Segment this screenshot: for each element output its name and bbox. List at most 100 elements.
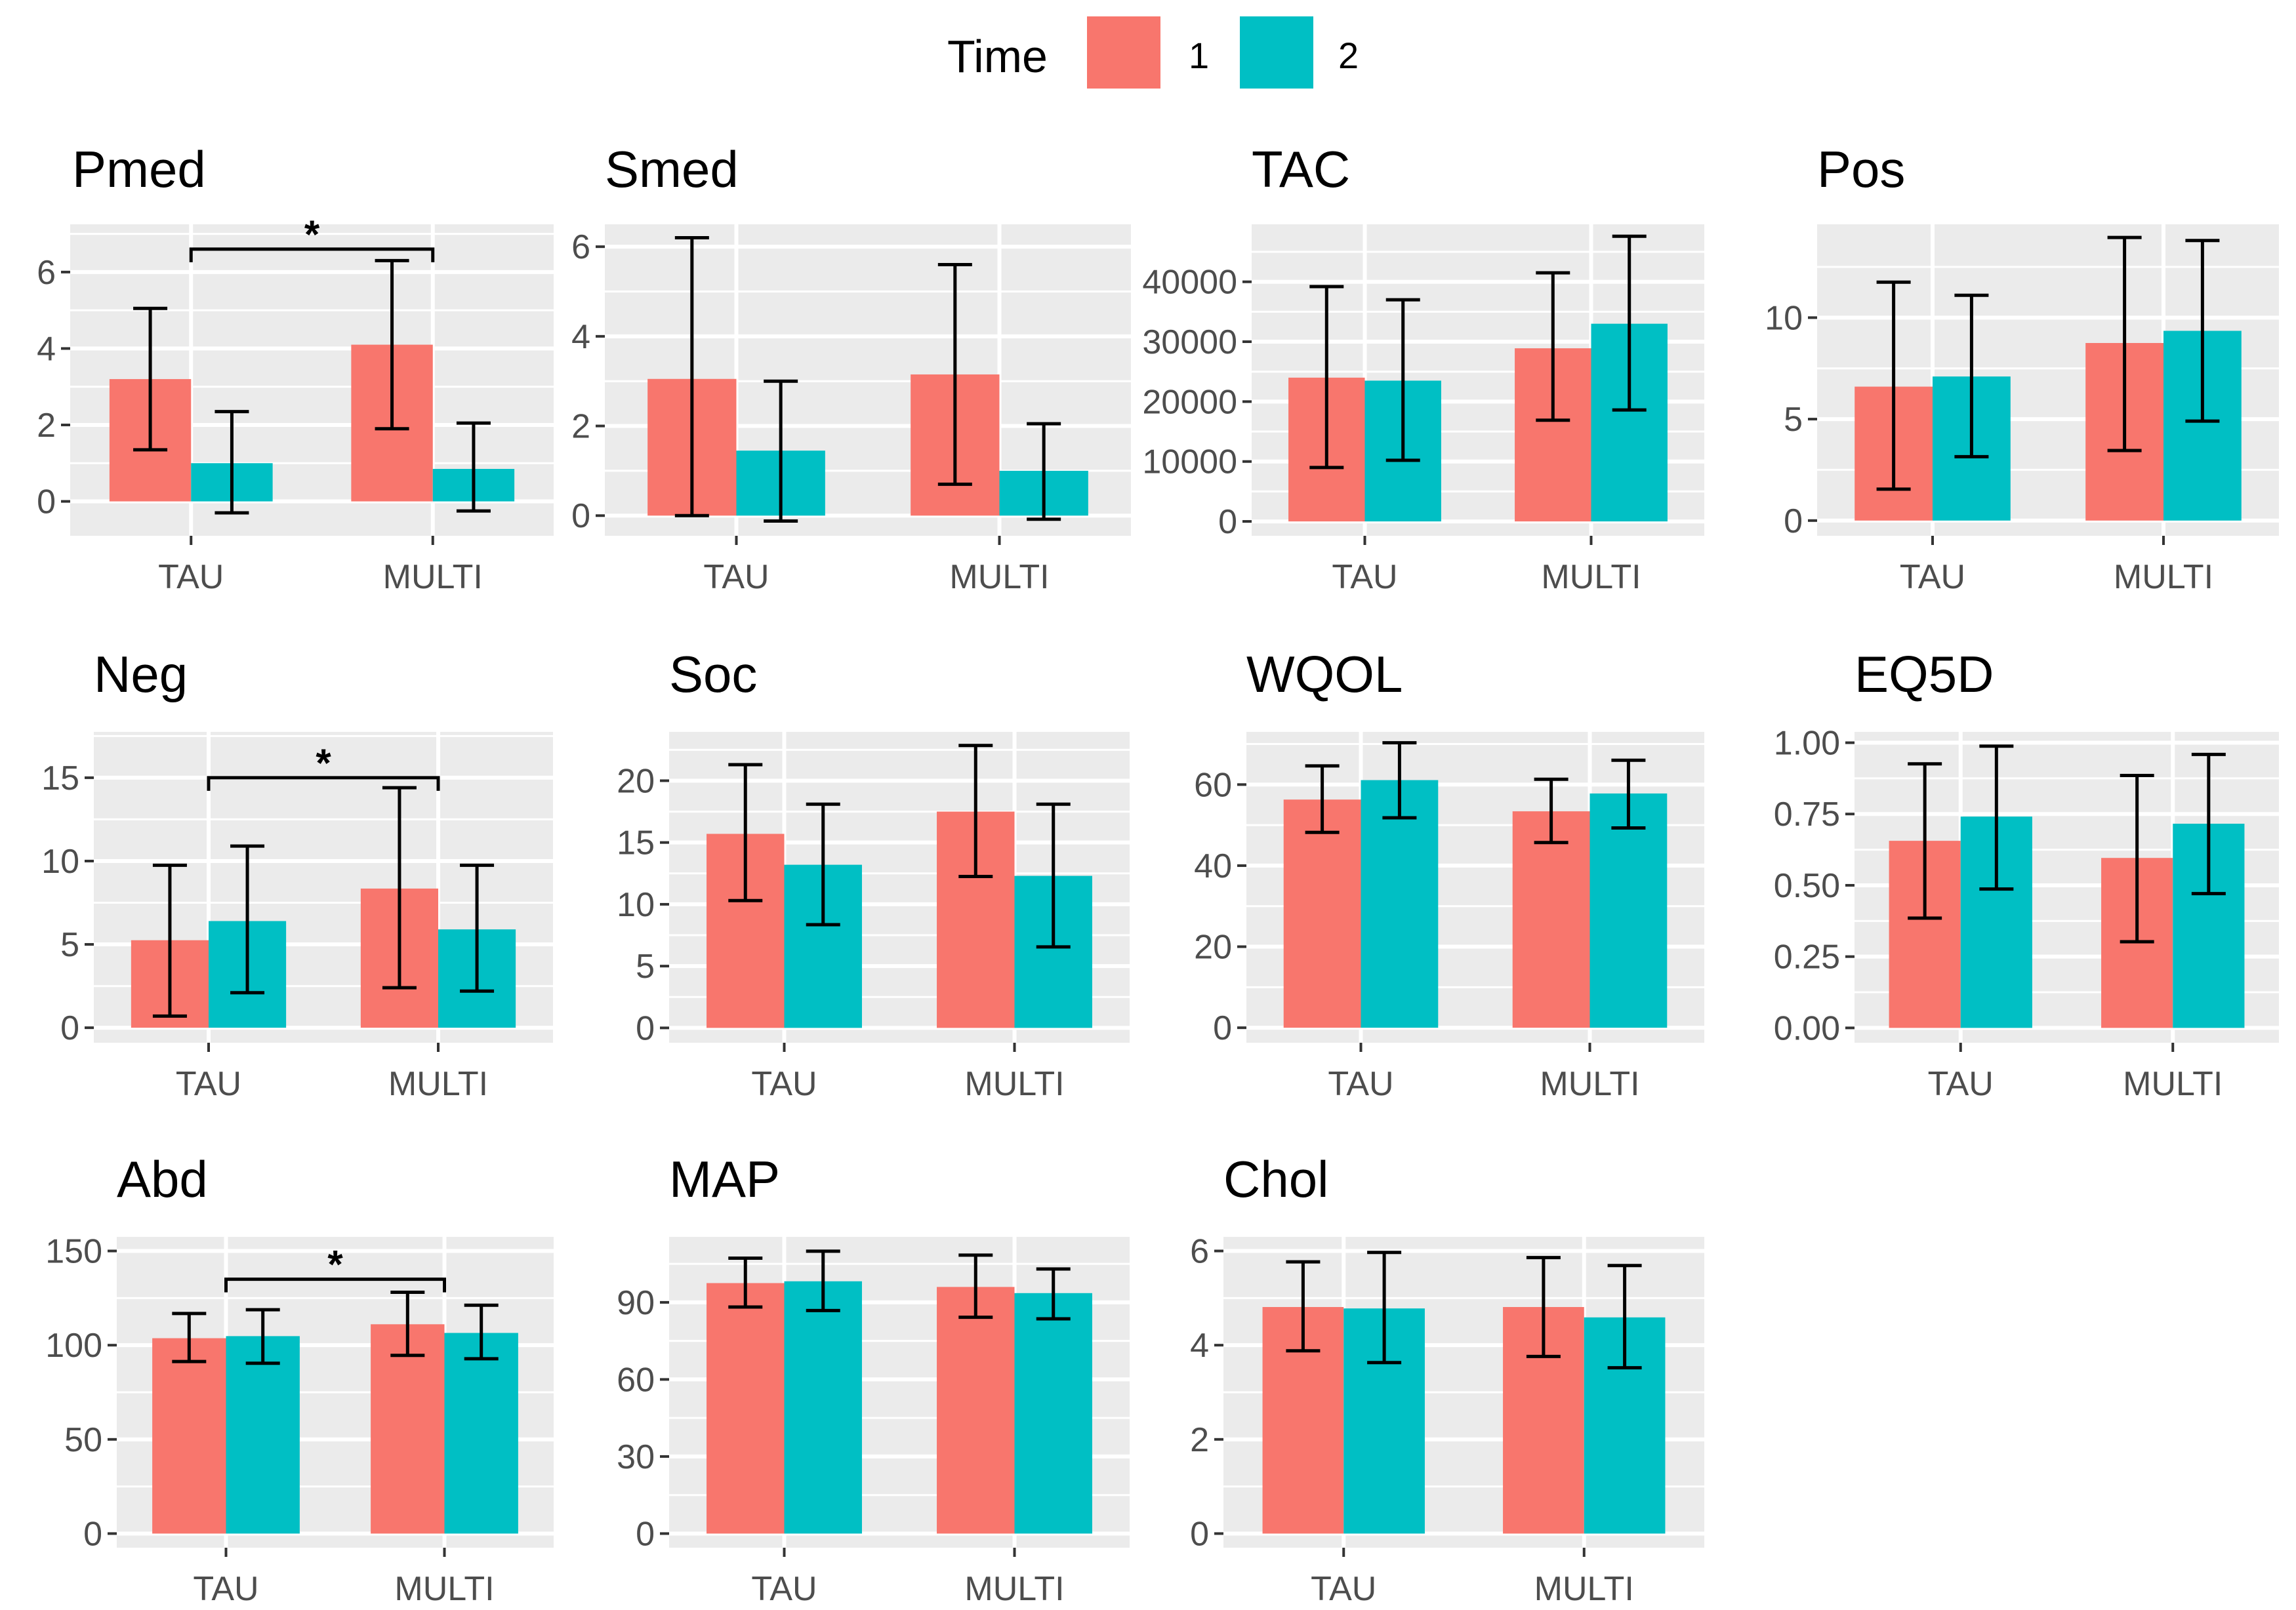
- y-tick-label: 60: [1194, 766, 1232, 804]
- panel-pmed: Pmed 0 2 4 6 TAU MULTI *: [37, 140, 554, 596]
- error-bar-tau-time-1: [1876, 280, 1911, 491]
- error-bar-tau-time-2: [806, 802, 840, 927]
- error-bar-tau-time-1: [1305, 764, 1340, 834]
- y-tick-label: 0.75: [1774, 795, 1840, 834]
- panel-title: Chol: [1223, 1150, 1328, 1208]
- y-tick-label: 15: [617, 824, 655, 862]
- bracket-line: [207, 776, 440, 791]
- error-bar-multi-time-2: [456, 421, 491, 513]
- legend: Time 1 2: [947, 16, 1359, 89]
- legend-swatch-time-2: [1240, 16, 1313, 89]
- error-bar-multi-time-2: [1607, 1264, 1642, 1370]
- y-tick-label: 0.50: [1774, 867, 1840, 905]
- bar-multi-time-2: [444, 1333, 518, 1534]
- bar-multi-time-2: [1589, 793, 1668, 1028]
- error-bar-tau-time-1: [728, 1257, 763, 1309]
- y-tick-label: 40000: [1142, 264, 1237, 302]
- y-tick-label: 4: [571, 318, 590, 356]
- error-bar-multi-time-1: [375, 258, 409, 431]
- legend-title: Time: [947, 31, 1048, 82]
- error-bar-multi-time-1: [958, 1253, 993, 1319]
- error-bar-multi-time-2: [464, 1303, 499, 1361]
- x-tick-label: MULTI: [2114, 558, 2213, 596]
- y-tick-label: 10: [617, 886, 655, 924]
- error-bar-multi-time-1: [958, 744, 993, 879]
- legend-label-time-2: 2: [1338, 35, 1359, 76]
- error-bar-multi-time-1: [1536, 271, 1570, 422]
- panel-eq5d: EQ5D 0.00 0.25 0.50 0.75 1.00 TAU MULTI: [1774, 645, 2279, 1103]
- y-tick-label: 1.00: [1774, 725, 1840, 763]
- panel-title: Smed: [605, 140, 739, 198]
- bar-tau-time-1: [152, 1338, 226, 1534]
- bar-tau-time-2: [1361, 780, 1439, 1028]
- x-tick-label: TAU: [158, 558, 224, 596]
- y-tick-label: 20000: [1142, 383, 1237, 421]
- panel-neg: Neg 0 5 10 15 TAU MULTI *: [41, 645, 553, 1103]
- bar-multi-time-2: [1014, 1293, 1092, 1534]
- y-tick-label: 6: [571, 228, 590, 266]
- y-tick-label: 20: [617, 762, 655, 800]
- legend-swatch-time-1: [1087, 16, 1160, 89]
- error-bar-tau-time-2: [215, 410, 249, 515]
- error-bar-tau-time-2: [764, 379, 798, 523]
- error-bar-multi-time-2: [1612, 234, 1647, 412]
- error-bar-tau-time-1: [674, 236, 709, 517]
- error-bar-multi-time-1: [382, 786, 417, 990]
- significance-star: *: [316, 741, 331, 785]
- panel-chol: Chol 0 2 4 6 TAU MULTI: [1190, 1150, 1704, 1608]
- error-bar-tau-time-2: [230, 844, 265, 995]
- bar-multi-time-1: [937, 1287, 1015, 1534]
- y-tick-label: 0: [571, 497, 590, 535]
- x-tick-label: MULTI: [1540, 1065, 1639, 1103]
- x-tick-label: MULTI: [383, 558, 483, 596]
- significance-bracket: *: [224, 1243, 446, 1293]
- y-tick-label: 10000: [1142, 443, 1237, 481]
- panel-title: Abd: [117, 1150, 208, 1208]
- y-tick-label: 5: [1784, 401, 1803, 439]
- bracket-line: [224, 1278, 446, 1293]
- panel-smed: Smed 0 2 4 6 TAU MULTI: [571, 140, 1131, 596]
- bar-multi-time-1: [1512, 811, 1590, 1028]
- error-bar-multi-time-2: [1027, 422, 1061, 521]
- error-bar-tau-time-2: [1979, 744, 2014, 891]
- x-tick-label: TAU: [1311, 1570, 1376, 1608]
- panel-title: TAC: [1252, 140, 1350, 198]
- y-tick-label: 0: [1784, 502, 1803, 540]
- x-tick-label: MULTI: [394, 1570, 494, 1608]
- significance-bracket: *: [207, 741, 440, 791]
- y-tick-label: 90: [617, 1284, 655, 1322]
- x-tick-label: TAU: [751, 1570, 817, 1608]
- bar-tau-time-1: [707, 1283, 785, 1534]
- error-bar-tau-time-1: [1309, 285, 1344, 470]
- panel-title: Neg: [94, 645, 188, 703]
- panel-wqol: WQOL 0 20 40 60 TAU MULTI: [1194, 645, 1704, 1103]
- panel-soc: Soc 0 5 10 15 20 TAU MULTI: [617, 645, 1130, 1103]
- y-tick-label: 60: [617, 1361, 655, 1399]
- x-tick-label: TAU: [1328, 1065, 1393, 1103]
- y-tick-label: 4: [1190, 1327, 1209, 1365]
- significance-star: *: [327, 1243, 343, 1287]
- error-bar-tau-time-2: [806, 1249, 840, 1312]
- y-tick-label: 30: [617, 1438, 655, 1476]
- error-bar-tau-time-1: [1908, 762, 1942, 920]
- error-bar-tau-time-1: [1286, 1260, 1321, 1353]
- significance-bracket: *: [189, 212, 435, 262]
- error-bar-multi-time-1: [1526, 1256, 1561, 1358]
- error-bar-tau-time-2: [1954, 293, 1989, 458]
- error-bar-multi-time-1: [937, 263, 972, 486]
- y-tick-label: 15: [41, 759, 79, 797]
- bar-tau-time-2: [226, 1336, 300, 1534]
- error-bar-tau-time-1: [133, 306, 168, 452]
- error-bar-tau-time-2: [1385, 298, 1420, 462]
- y-tick-label: 4: [37, 330, 56, 368]
- error-bar-multi-time-2: [1036, 1267, 1071, 1321]
- y-tick-label: 0: [1190, 1515, 1209, 1553]
- y-tick-label: 0: [636, 1515, 655, 1553]
- x-tick-label: MULTI: [1534, 1570, 1634, 1608]
- panel-pos: Pos 0 5 10 TAU MULTI: [1765, 140, 2279, 596]
- panel-title: EQ5D: [1855, 645, 1994, 703]
- x-tick-label: MULTI: [388, 1065, 488, 1103]
- significance-star: *: [304, 212, 320, 256]
- error-bar-multi-time-2: [2191, 752, 2226, 896]
